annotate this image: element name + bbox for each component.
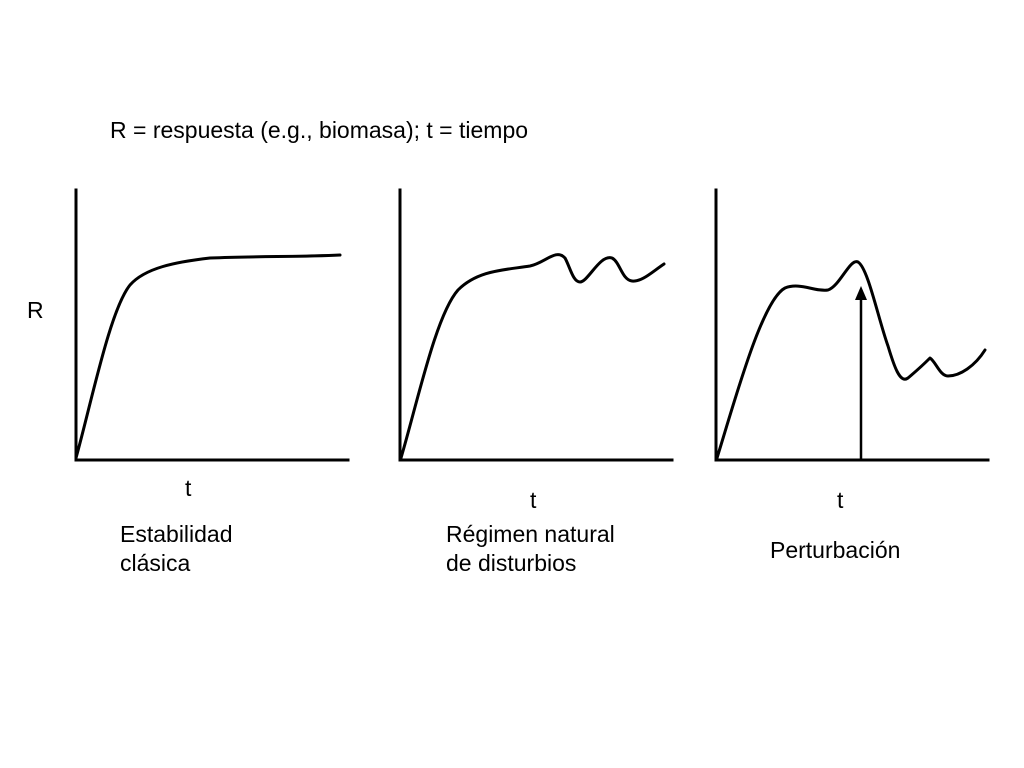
panel-classical-stability (74, 188, 350, 462)
panel-2-caption: Régimen natural de disturbios (446, 520, 615, 578)
panel-1-x-axis-label: t (185, 475, 192, 501)
panel-natural-disturbance (398, 188, 674, 462)
panel-perturbation (714, 188, 990, 462)
panel-2-axes (398, 188, 674, 462)
panel-3-caption: Perturbación (770, 536, 900, 565)
panel-2-x-axis-label: t (530, 487, 537, 513)
panel-3-x-axis-label: t (837, 487, 844, 513)
panel-1-caption-line-1: Estabilidad (120, 521, 233, 547)
panel-2-caption-line-2: de disturbios (446, 550, 577, 576)
panel-3-axes (714, 188, 990, 462)
panel-1-caption-line-2: clásica (120, 550, 191, 576)
panel-1-response-curve (74, 253, 342, 460)
panel-3-caption-line-1: Perturbación (770, 537, 901, 563)
up-arrow-icon (855, 286, 867, 300)
y-axis-label: R (27, 297, 44, 323)
panel-2-caption-line-1: Régimen natural (446, 521, 615, 547)
legend-text: R = respuesta (e.g., biomasa); t = tiemp… (110, 117, 529, 143)
panel-1-caption: Estabilidad clásica (120, 520, 233, 578)
panel-2-response-curve (399, 253, 666, 460)
panel-1-axes (74, 188, 350, 462)
panel-3-response-curve (715, 260, 987, 460)
